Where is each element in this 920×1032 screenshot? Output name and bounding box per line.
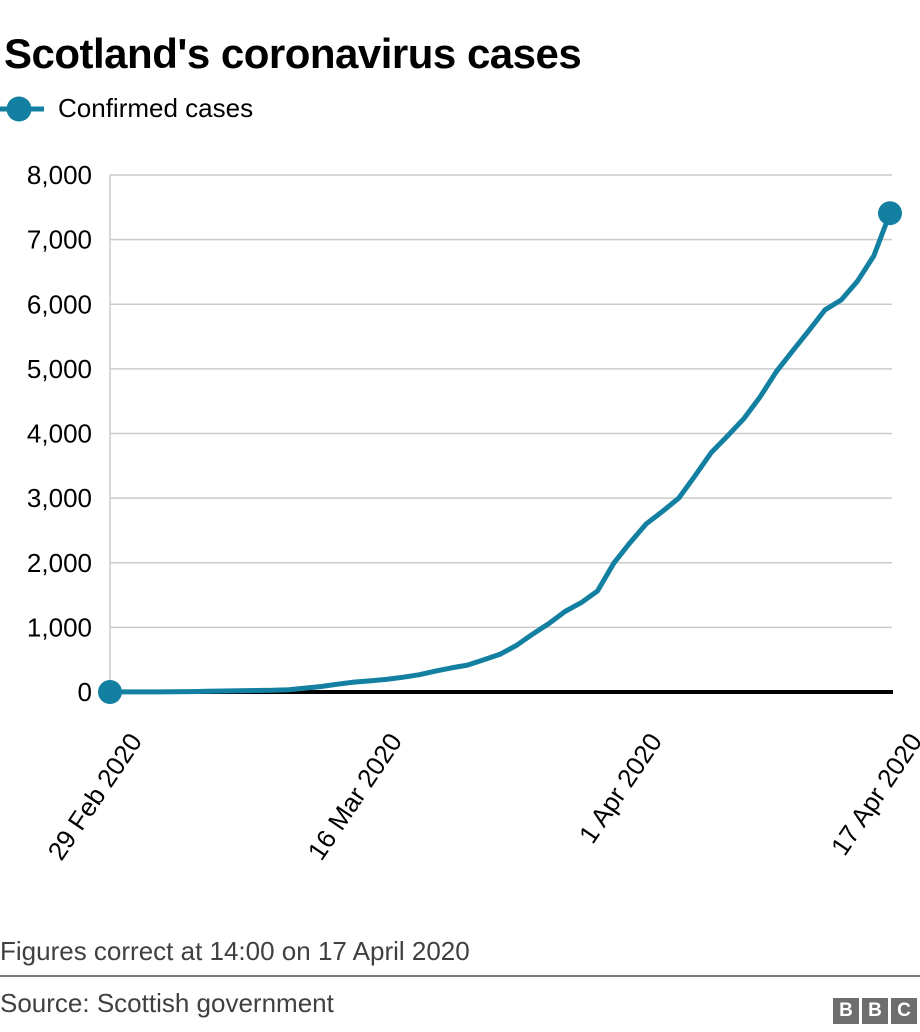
x-tick-label: 29 Feb 2020: [41, 728, 148, 866]
y-tick-label: 6,000: [27, 289, 92, 319]
y-tick-label: 2,000: [27, 548, 92, 578]
bbc-logo-letter: B: [833, 998, 859, 1024]
bbc-logo-letter: B: [862, 998, 888, 1024]
bbc-logo: B B C: [833, 998, 917, 1024]
footnote: Figures correct at 14:00 on 17 April 202…: [0, 936, 470, 966]
legend-marker-icon: [0, 96, 44, 121]
legend: Confirmed cases: [0, 93, 253, 124]
y-tick-label: 8,000: [27, 160, 92, 190]
end-marker: [878, 201, 902, 226]
x-tick-label: 1 Apr 2020: [573, 728, 668, 849]
x-tick-label: 17 Apr 2020: [825, 728, 920, 861]
y-tick-label: 7,000: [27, 225, 92, 255]
y-tick-label: 0: [78, 677, 92, 707]
y-tick-label: 5,000: [27, 354, 92, 384]
y-tick-label: 3,000: [27, 483, 92, 513]
legend-label: Confirmed cases: [58, 93, 254, 123]
footer-divider: [0, 975, 920, 977]
page-title: Scotland's coronavirus cases: [4, 30, 582, 78]
start-marker: [98, 680, 122, 704]
cases-chart: 0 1,000 2,000 3,000 4,000 5,000 6,000 7,000 8,00…: [27, 160, 920, 866]
cases-line: [107, 210, 893, 695]
y-tick-label: 4,000: [27, 419, 92, 449]
legend-dot: [6, 96, 32, 121]
bbc-logo-letter: C: [891, 998, 917, 1024]
chart-area: 0 1,000 2,000 3,000 4,000 5,000 6,000 7,000 8,00…: [0, 140, 920, 920]
y-tick-label: 1,000: [27, 612, 92, 642]
x-tick-label: 16 Mar 2020: [301, 728, 408, 866]
source-label: Source: Scottish government: [0, 988, 334, 1018]
